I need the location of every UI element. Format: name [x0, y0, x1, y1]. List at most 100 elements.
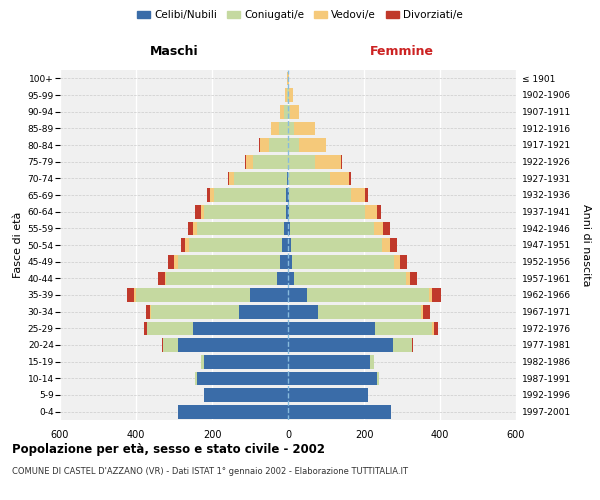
Bar	[288, 388, 368, 402]
Bar	[307, 288, 428, 302]
Bar	[365, 188, 368, 202]
Bar	[188, 222, 193, 235]
Bar	[288, 155, 314, 168]
Bar	[431, 288, 441, 302]
Bar	[214, 188, 286, 202]
Bar	[373, 222, 383, 235]
Bar	[277, 272, 288, 285]
Bar	[412, 338, 413, 352]
Bar	[349, 172, 350, 185]
Bar	[319, 305, 421, 318]
Bar	[406, 272, 410, 285]
Legend: Celibi/Nubili, Coniugati/e, Vedovi/e, Divorziati/e: Celibi/Nubili, Coniugati/e, Vedovi/e, Di…	[137, 10, 463, 20]
Bar	[205, 355, 288, 368]
Bar	[428, 288, 431, 302]
Bar	[287, 172, 288, 185]
Text: Maschi: Maschi	[149, 46, 199, 59]
Bar	[178, 338, 288, 352]
Bar	[260, 138, 269, 152]
Bar	[289, 188, 352, 202]
Text: Popolazione per età, sesso e stato civile - 2002: Popolazione per età, sesso e stato civil…	[12, 442, 325, 456]
Bar	[341, 155, 342, 168]
Bar	[433, 322, 434, 335]
Bar	[158, 272, 164, 285]
Bar	[288, 105, 290, 118]
Bar	[193, 222, 197, 235]
Bar	[146, 322, 148, 335]
Bar	[288, 238, 291, 252]
Bar	[394, 255, 400, 268]
Bar	[286, 205, 288, 218]
Bar	[376, 322, 433, 335]
Bar	[288, 255, 292, 268]
Bar	[168, 255, 174, 268]
Bar	[287, 88, 288, 102]
Bar	[423, 305, 430, 318]
Bar	[285, 88, 287, 102]
Bar	[314, 155, 341, 168]
Bar	[250, 288, 288, 302]
Bar	[239, 305, 288, 318]
Bar	[227, 172, 229, 185]
Bar	[164, 272, 166, 285]
Bar	[383, 222, 390, 235]
Bar	[434, 322, 438, 335]
Bar	[288, 338, 392, 352]
Bar	[151, 305, 239, 318]
Bar	[189, 238, 283, 252]
Y-axis label: Fasce di età: Fasce di età	[13, 212, 23, 278]
Bar	[193, 322, 288, 335]
Bar	[283, 238, 288, 252]
Bar	[200, 355, 205, 368]
Bar	[377, 372, 379, 385]
Bar	[162, 338, 163, 352]
Bar	[410, 272, 417, 285]
Bar	[289, 205, 365, 218]
Bar	[299, 138, 326, 152]
Bar	[288, 272, 294, 285]
Bar	[163, 338, 178, 352]
Bar	[288, 138, 299, 152]
Text: Femmine: Femmine	[370, 46, 434, 59]
Bar	[197, 372, 288, 385]
Bar	[288, 122, 294, 135]
Bar	[288, 355, 370, 368]
Bar	[174, 255, 178, 268]
Bar	[288, 72, 289, 85]
Bar	[288, 288, 307, 302]
Bar	[288, 322, 376, 335]
Bar	[181, 238, 185, 252]
Bar	[210, 188, 214, 202]
Bar	[195, 372, 197, 385]
Bar	[286, 188, 288, 202]
Bar	[207, 188, 210, 202]
Bar	[197, 222, 284, 235]
Bar	[352, 188, 365, 202]
Bar	[234, 172, 287, 185]
Bar	[288, 305, 319, 318]
Bar	[200, 205, 205, 218]
Bar	[246, 155, 253, 168]
Bar	[390, 238, 397, 252]
Bar	[280, 105, 284, 118]
Bar	[288, 188, 289, 202]
Bar	[271, 122, 278, 135]
Bar	[370, 355, 373, 368]
Bar	[229, 172, 234, 185]
Bar	[127, 288, 134, 302]
Bar	[178, 255, 280, 268]
Bar	[143, 322, 146, 335]
Bar	[289, 172, 330, 185]
Bar	[185, 238, 189, 252]
Bar	[288, 222, 290, 235]
Bar	[166, 272, 277, 285]
Bar	[280, 255, 288, 268]
Bar	[289, 88, 293, 102]
Bar	[146, 305, 150, 318]
Bar	[178, 405, 288, 418]
Bar	[392, 338, 412, 352]
Text: COMUNE DI CASTEL D'AZZANO (VR) - Dati ISTAT 1° gennaio 2002 - Elaborazione TUTTI: COMUNE DI CASTEL D'AZZANO (VR) - Dati IS…	[12, 468, 408, 476]
Bar	[421, 305, 423, 318]
Bar	[150, 305, 151, 318]
Bar	[291, 238, 382, 252]
